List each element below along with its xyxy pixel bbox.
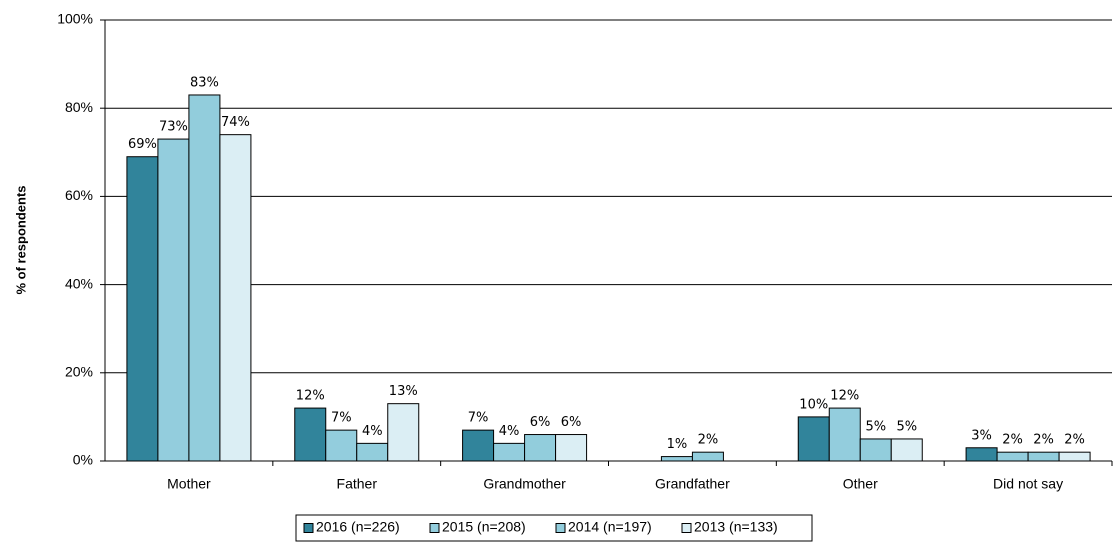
bar [555, 434, 588, 462]
value-label: 6% [530, 415, 551, 430]
value-label: 2% [1002, 433, 1023, 448]
legend-swatch [303, 523, 314, 533]
value-label: 6% [561, 415, 582, 430]
x-tick-label: Mother [167, 476, 211, 492]
bar [157, 138, 190, 462]
value-label: 12% [830, 389, 859, 404]
x-tick-label: Grandfather [655, 476, 730, 492]
value-label: 2% [1064, 433, 1085, 448]
value-label: 3% [971, 428, 992, 443]
bar [1027, 451, 1060, 462]
bar [524, 434, 557, 462]
value-label: 83% [190, 75, 219, 90]
bar [996, 451, 1029, 462]
legend-label: 2013 (n=133) [694, 519, 778, 535]
value-label: 12% [296, 389, 325, 404]
bar [828, 407, 861, 462]
bar [1058, 451, 1091, 462]
value-label: 4% [362, 424, 383, 439]
value-label: 13% [389, 384, 418, 399]
bar [965, 447, 998, 462]
legend-box [295, 514, 813, 542]
bar [126, 156, 159, 462]
bar [356, 442, 389, 462]
y-tick-label: 80% [65, 99, 93, 115]
value-label: 2% [1033, 433, 1054, 448]
legend-label: 2016 (n=226) [316, 519, 400, 535]
bar [387, 403, 420, 462]
y-tick-label: 0% [73, 452, 93, 468]
value-label: 69% [128, 137, 157, 152]
bar [691, 451, 724, 462]
legend-swatch [555, 523, 566, 533]
value-label: 5% [896, 419, 917, 434]
y-tick-label: 40% [65, 275, 93, 291]
value-label: 74% [221, 115, 250, 130]
value-label: 5% [865, 419, 886, 434]
value-label: 1% [667, 437, 688, 452]
value-label: 73% [159, 120, 188, 135]
value-label: 7% [468, 411, 489, 426]
value-label: 4% [499, 424, 520, 439]
x-tick-label: Did not say [993, 476, 1063, 492]
y-tick-label: 100% [57, 11, 93, 27]
bar [325, 429, 358, 462]
x-tick-label: Grandmother [483, 476, 566, 492]
value-label: 2% [698, 433, 719, 448]
legend-swatch [429, 523, 440, 533]
value-label: 10% [799, 397, 828, 412]
y-tick-label: 60% [65, 187, 93, 203]
bar [219, 134, 252, 462]
y-tick-label: 20% [65, 364, 93, 380]
y-axis-title: % of respondents [13, 185, 28, 294]
bar [188, 94, 221, 462]
legend-label: 2015 (n=208) [442, 519, 526, 535]
x-tick-label: Other [843, 476, 878, 492]
bar [797, 416, 830, 462]
bar [462, 429, 495, 462]
legend-swatch [681, 523, 692, 533]
bar [859, 438, 892, 462]
value-label: 7% [331, 411, 352, 426]
x-tick-label: Father [337, 476, 378, 492]
bar [493, 442, 526, 462]
bar [660, 456, 693, 462]
bar [890, 438, 923, 462]
legend-label: 2014 (n=197) [568, 519, 652, 535]
bar [294, 407, 327, 462]
